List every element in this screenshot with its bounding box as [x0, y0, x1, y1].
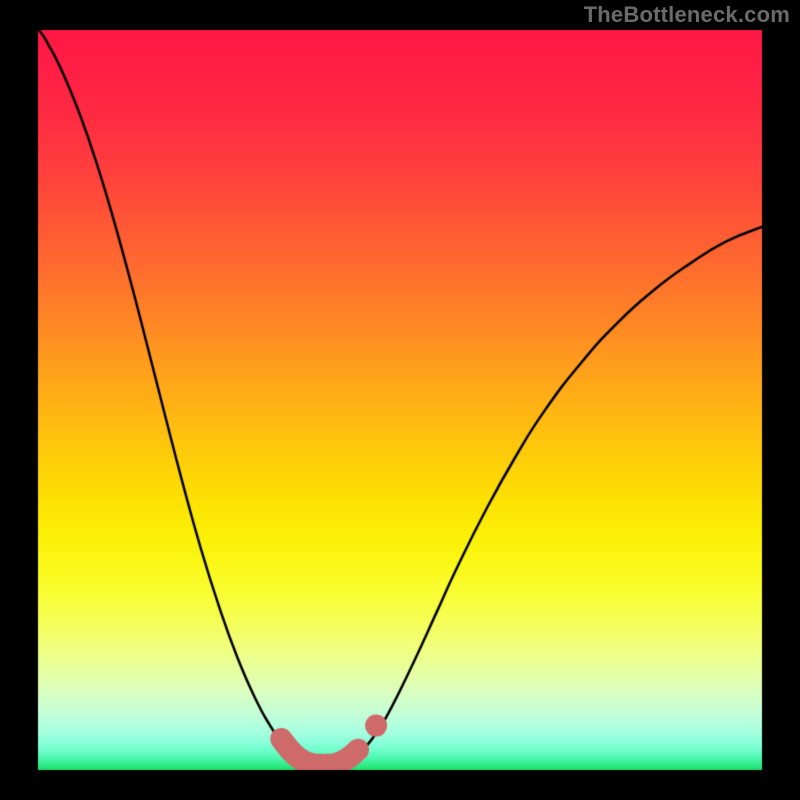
watermark-text: TheBottleneck.com [584, 2, 790, 28]
bottleneck-chart [0, 0, 800, 800]
